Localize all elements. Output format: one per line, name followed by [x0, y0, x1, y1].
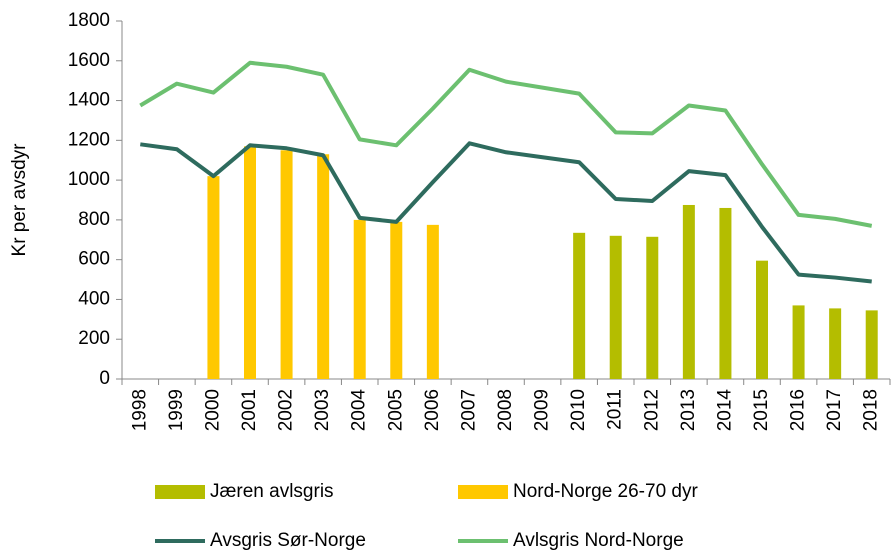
x-tick-label: 2006 — [422, 389, 443, 431]
y-tick-label: 200 — [78, 328, 110, 349]
y-tick-label: 600 — [78, 249, 110, 270]
x-tick-label: 2017 — [824, 389, 845, 431]
legend-swatch — [458, 485, 508, 499]
y-tick-label: 0 — [99, 368, 110, 389]
bar — [573, 232, 586, 379]
x-tick-label: 2005 — [385, 389, 406, 431]
bar — [426, 224, 439, 379]
x-tick-label: 2009 — [532, 389, 553, 431]
x-tick-label: 1999 — [166, 389, 187, 431]
bar — [609, 235, 622, 379]
bar — [682, 204, 695, 379]
y-tick-label: 400 — [78, 288, 110, 309]
legend-swatch — [155, 485, 205, 499]
y-tick-label: 1800 — [68, 10, 110, 31]
bar — [719, 207, 732, 379]
line — [139, 60, 873, 228]
legend-label: Nord-Norge 26-70 dyr — [513, 481, 698, 502]
x-tick-label: 2000 — [202, 389, 223, 431]
line — [140, 141, 872, 284]
y-axis-label: Kr per avsdyr — [9, 143, 30, 257]
bar — [829, 308, 842, 379]
x-tick-label: 2003 — [312, 389, 333, 431]
x-tick-label: 1998 — [129, 389, 150, 431]
bar — [646, 236, 659, 379]
y-tick-label: 1200 — [68, 129, 110, 150]
x-tick-label: 2015 — [751, 389, 772, 431]
legend-label: Avsgris Sør-Norge — [210, 530, 366, 551]
bar — [353, 219, 366, 379]
x-tick-label: 2002 — [276, 389, 297, 431]
bar — [390, 221, 403, 379]
bar — [317, 154, 330, 379]
x-tick-label: 2010 — [568, 389, 589, 431]
x-tick-label: 2011 — [605, 389, 626, 430]
legend-label: Avlsgris Nord-Norge — [513, 530, 684, 551]
x-tick-label: 2014 — [714, 389, 735, 432]
x-tick-label: 2016 — [788, 389, 809, 431]
x-tick-label: 2001 — [239, 389, 260, 431]
bar — [207, 176, 220, 379]
x-tick-label: 2018 — [861, 389, 882, 431]
bar — [280, 150, 293, 379]
y-tick-label: 1600 — [68, 50, 110, 71]
x-tick-label: 2012 — [641, 389, 662, 431]
legend-label: Jæren avlsgris — [210, 481, 334, 502]
x-tick-label: 2004 — [349, 389, 370, 432]
x-tick-label: 2007 — [458, 389, 479, 431]
x-tick-label: 2008 — [495, 389, 516, 431]
bar — [756, 260, 768, 379]
bar — [244, 146, 256, 379]
x-tick-label: 2013 — [678, 389, 699, 431]
y-tick-label: 1000 — [68, 169, 110, 190]
y-tick-label: 1400 — [68, 90, 110, 111]
y-tick-label: 800 — [78, 209, 110, 230]
bar — [865, 310, 878, 379]
bar — [792, 305, 805, 379]
